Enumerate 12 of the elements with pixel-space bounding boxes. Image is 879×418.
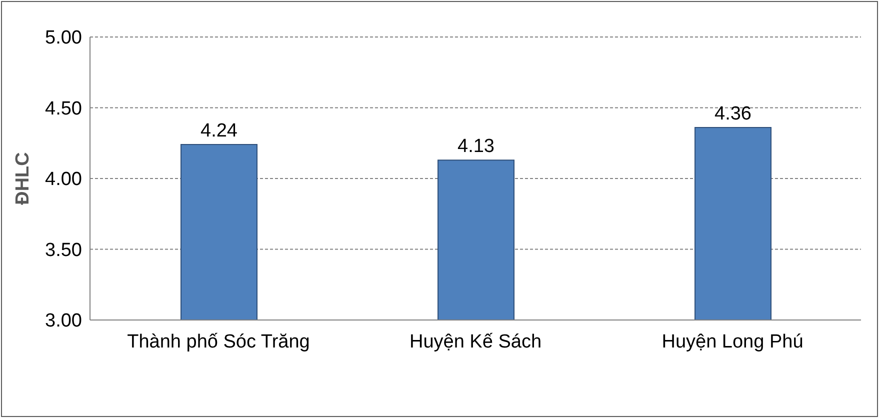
data-label: 4.24 xyxy=(200,120,238,142)
x-tick-label: Huyện Kế Sách xyxy=(409,331,542,352)
y-tick-label: 4.50 xyxy=(45,98,82,120)
data-label: 4.13 xyxy=(458,136,494,158)
x-tick-label: Thành phố Sóc Trăng xyxy=(127,331,310,352)
x-tick-label: Huyện Long Phú xyxy=(662,331,804,352)
y-tick-label: 3.50 xyxy=(45,240,82,261)
y-axis-title: ĐHLC xyxy=(12,152,34,205)
y-tick-label: 3.00 xyxy=(45,310,82,332)
y-tick-label: 4.00 xyxy=(45,169,82,190)
y-tick-label: 5.00 xyxy=(45,28,82,49)
data-label: 4.36 xyxy=(714,104,752,125)
